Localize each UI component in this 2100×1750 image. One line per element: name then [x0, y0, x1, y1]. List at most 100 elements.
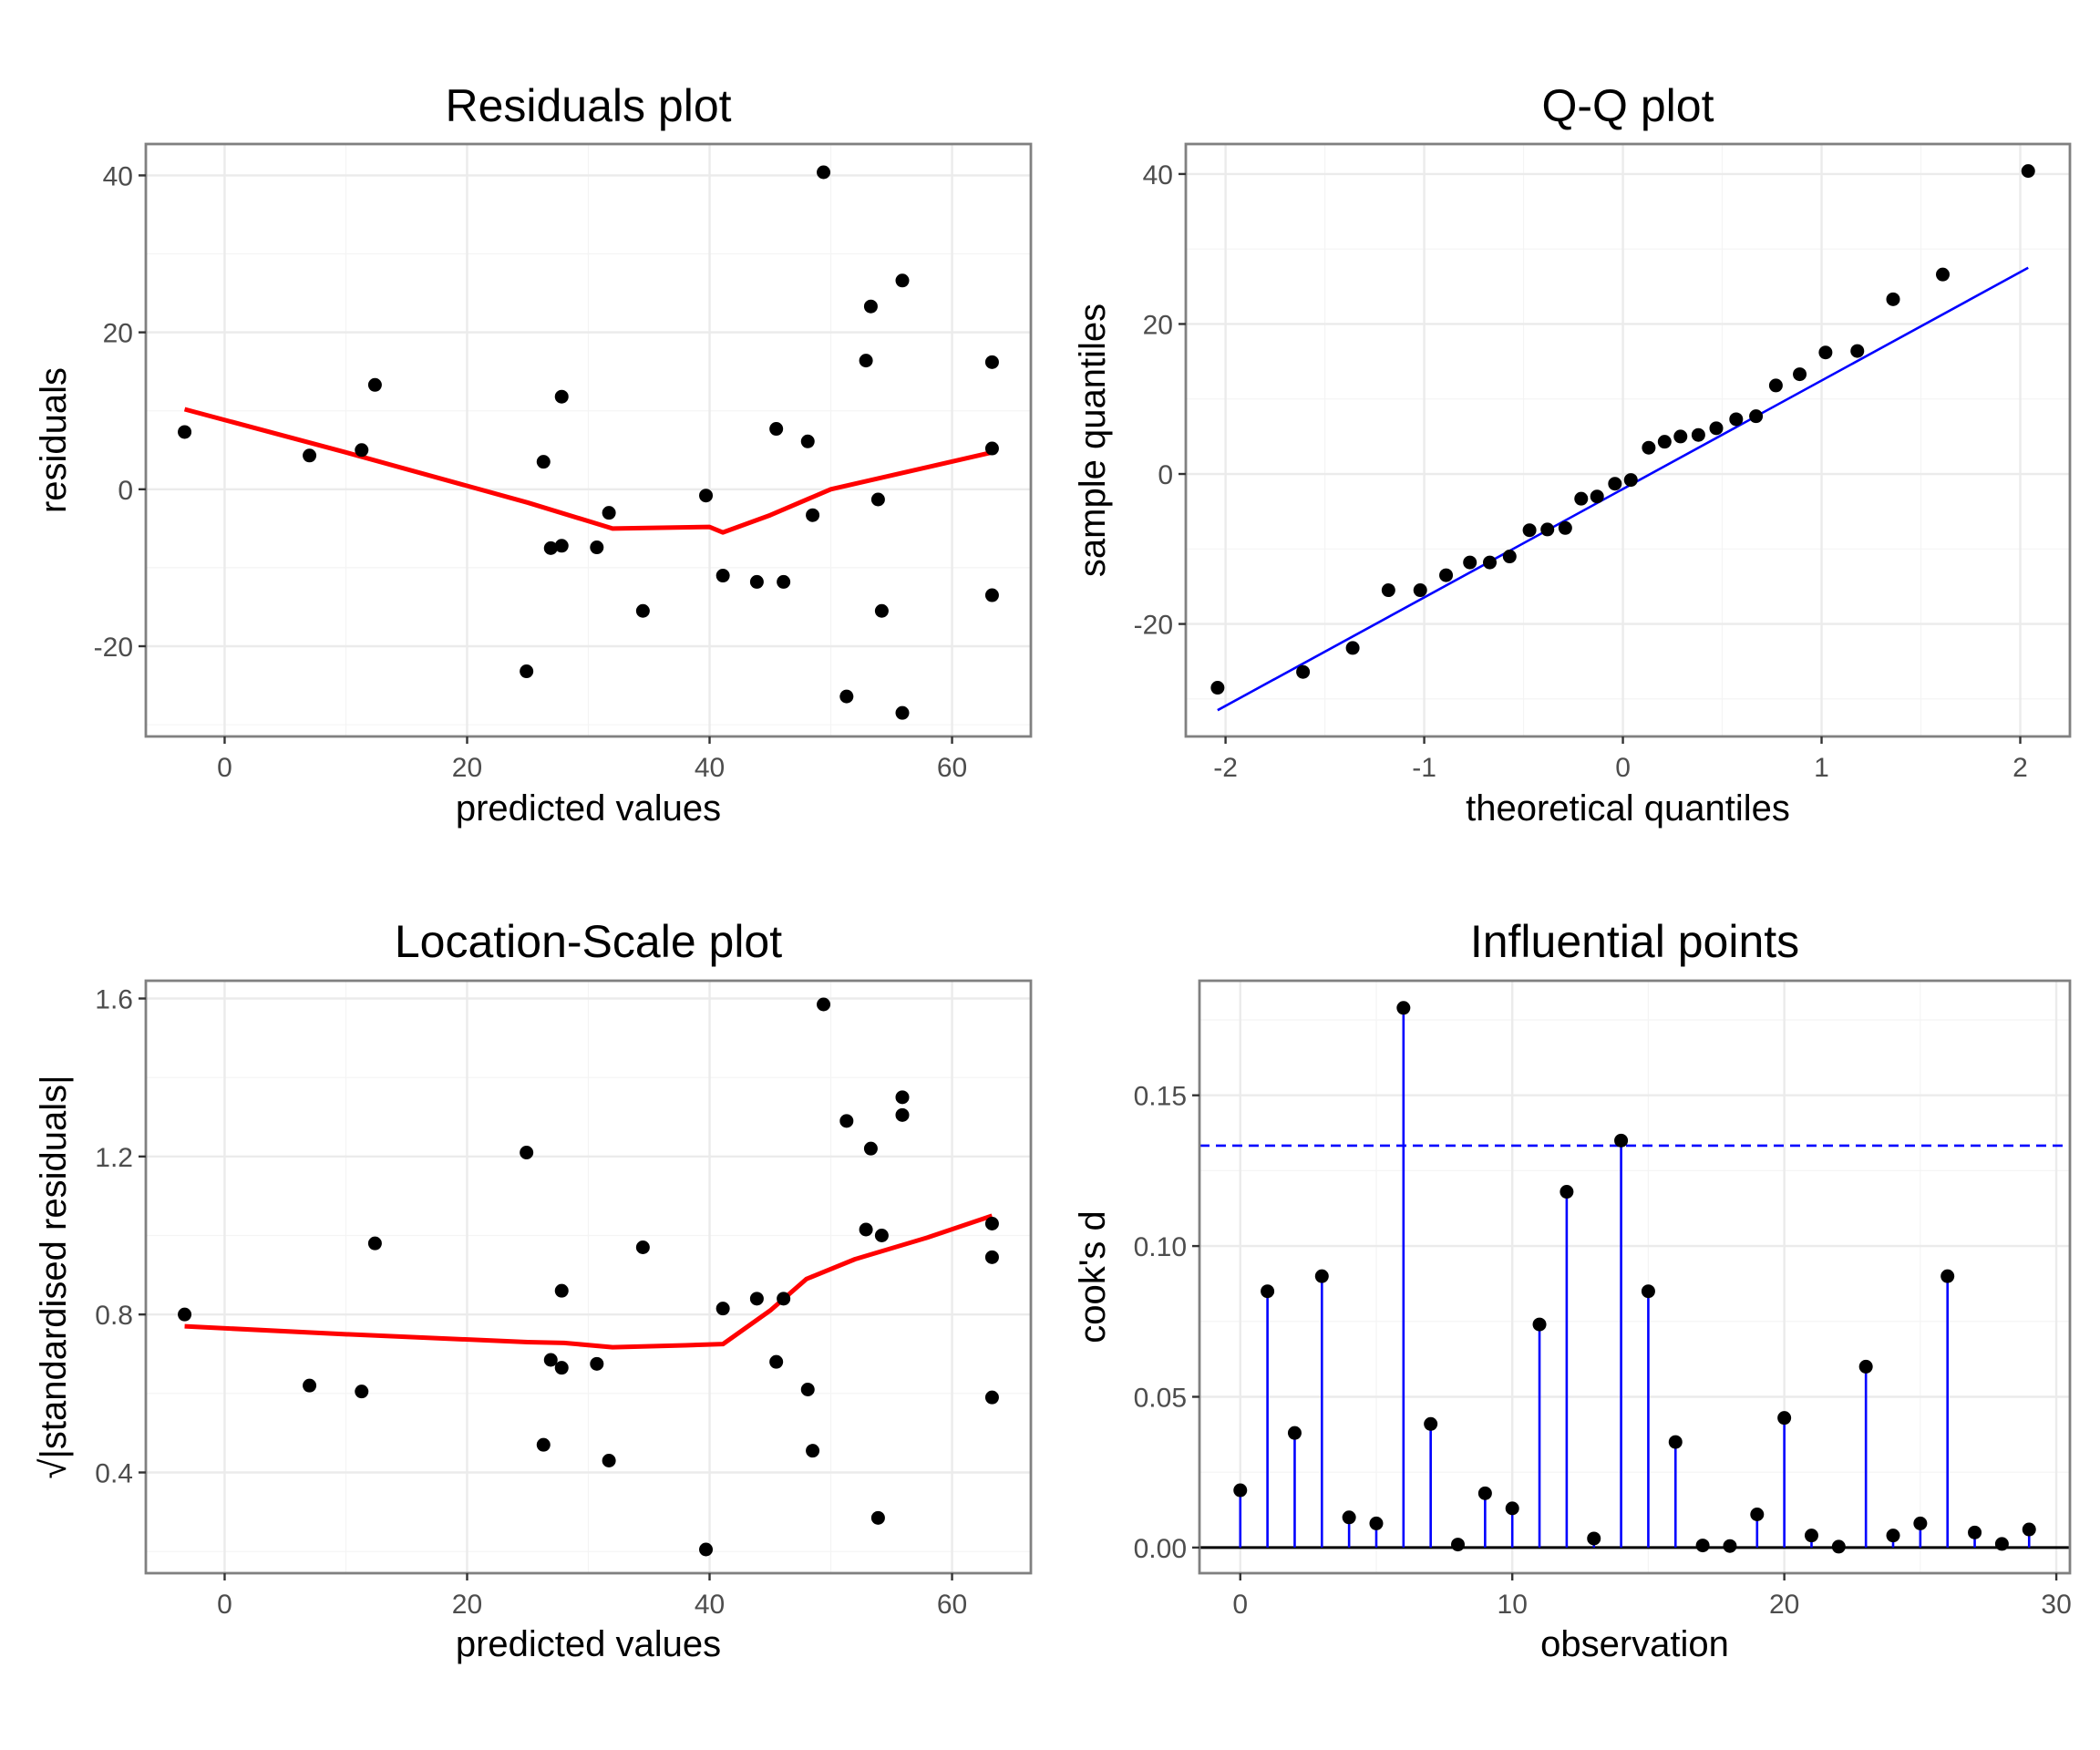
x-tick-label: 40: [695, 1590, 725, 1620]
panel-border: [144, 142, 1033, 738]
data-point: [1709, 421, 1724, 436]
cooks-point: [1641, 1284, 1655, 1299]
y-tick-label: 20: [103, 319, 133, 349]
cooks-point: [1994, 1537, 2009, 1551]
data-point: [1439, 568, 1454, 582]
data-point: [1590, 489, 1604, 504]
cooks-point: [1886, 1529, 1900, 1543]
data-point: [1540, 522, 1555, 537]
data-point: [984, 588, 999, 602]
data-point: [178, 425, 192, 439]
data-point: [699, 489, 714, 503]
data-point: [1574, 491, 1589, 506]
x-axis-title: predicted values: [456, 1624, 721, 1664]
data-point: [715, 1302, 730, 1316]
x-axis-title: observation: [1540, 1624, 1729, 1664]
data-point: [1729, 412, 1744, 427]
grid: [146, 144, 1031, 736]
data-point: [1381, 583, 1395, 598]
y-tick-label: 0.10: [1134, 1232, 1187, 1262]
cooks-point: [1804, 1529, 1818, 1543]
data-point: [749, 1292, 764, 1306]
data-point: [554, 389, 569, 404]
data-point: [1558, 520, 1572, 535]
y-tick-label: 0.4: [95, 1459, 133, 1489]
cooks-point: [1396, 1001, 1411, 1015]
data-point: [800, 434, 815, 448]
data-point: [367, 377, 382, 392]
y-tick-label: 0.05: [1134, 1383, 1187, 1413]
data-point: [874, 603, 889, 618]
x-tick-label: 60: [937, 1590, 967, 1620]
x-tick-label: 0: [1615, 753, 1631, 783]
y-tick-label: -20: [94, 633, 133, 663]
data-point: [536, 1437, 551, 1452]
data-point: [984, 1250, 999, 1264]
y-axis-title: sample quantiles: [1073, 304, 1113, 577]
cooks-point: [1723, 1539, 1737, 1553]
y-tick-label: 1.2: [95, 1143, 133, 1173]
data-point: [543, 1353, 558, 1367]
x-tick-label: -2: [1213, 753, 1238, 783]
cooks-point: [1858, 1359, 1873, 1374]
cooks-point: [1505, 1501, 1519, 1516]
x-tick-label: 60: [937, 753, 967, 783]
data-point: [520, 664, 534, 679]
data-point: [554, 539, 569, 553]
cooks-point: [1560, 1185, 1574, 1199]
data-point: [895, 705, 910, 720]
y-tick-label: -20: [1134, 611, 1173, 641]
x-tick-label: 0: [1232, 1590, 1248, 1620]
data-point: [602, 506, 616, 520]
data-point: [1522, 523, 1537, 538]
x-tick-label: 0: [217, 1590, 232, 1620]
data-point: [984, 1390, 999, 1405]
smoothed-trend-line: [184, 1213, 993, 1350]
grid: [1186, 144, 2070, 736]
data-point: [1793, 367, 1807, 382]
grid: [146, 981, 1031, 1573]
data-point: [1210, 681, 1225, 695]
cooks-point: [1831, 1539, 1846, 1554]
data-point: [635, 603, 650, 618]
x-tick-label: 2: [2012, 753, 2028, 783]
data-point: [1608, 477, 1622, 491]
data-point: [715, 569, 730, 583]
data-point: [870, 492, 885, 507]
panel-border: [144, 979, 1033, 1575]
data-point: [355, 443, 369, 458]
y-tick-label: 0.8: [95, 1301, 133, 1331]
data-point: [1296, 664, 1311, 679]
x-tick-label: 0: [217, 753, 232, 783]
influential-points-plot: 0 10 20 30 0.00 0.05 0.10 0.15 Influential point…: [1073, 916, 2072, 1664]
x-tick-label: 20: [452, 1590, 482, 1620]
cooks-point: [1587, 1531, 1601, 1546]
data-point: [870, 1510, 885, 1525]
data-point: [817, 997, 831, 1012]
y-tick-label: 0: [1158, 460, 1173, 490]
y-axis-title: √|standardised residuals|: [34, 1076, 74, 1479]
x-tick-label: 1: [1814, 753, 1829, 783]
plot-area: [178, 165, 999, 720]
data-point: [635, 1240, 650, 1254]
data-point: [1642, 440, 1656, 455]
data-point: [1502, 550, 1517, 564]
panel-border: [1184, 142, 2072, 738]
data-point: [863, 299, 878, 314]
x-tick-label: 30: [2041, 1590, 2071, 1620]
data-point: [800, 1383, 815, 1396]
data-point: [355, 1385, 369, 1399]
data-point: [1749, 409, 1764, 424]
cooks-point: [1287, 1426, 1302, 1440]
grid: [1199, 981, 2070, 1573]
data-point: [984, 441, 999, 456]
y-tick-label: 0: [118, 476, 133, 506]
data-point: [859, 1222, 873, 1237]
data-point: [590, 1356, 604, 1371]
cooks-point: [2022, 1522, 2036, 1537]
data-point: [1850, 344, 1865, 358]
x-tick-label: 10: [1498, 1590, 1528, 1620]
y-axis-title: cook's d: [1073, 1210, 1113, 1343]
y-axis-title: residuals: [34, 367, 74, 513]
y-tick-label: 40: [103, 161, 133, 191]
